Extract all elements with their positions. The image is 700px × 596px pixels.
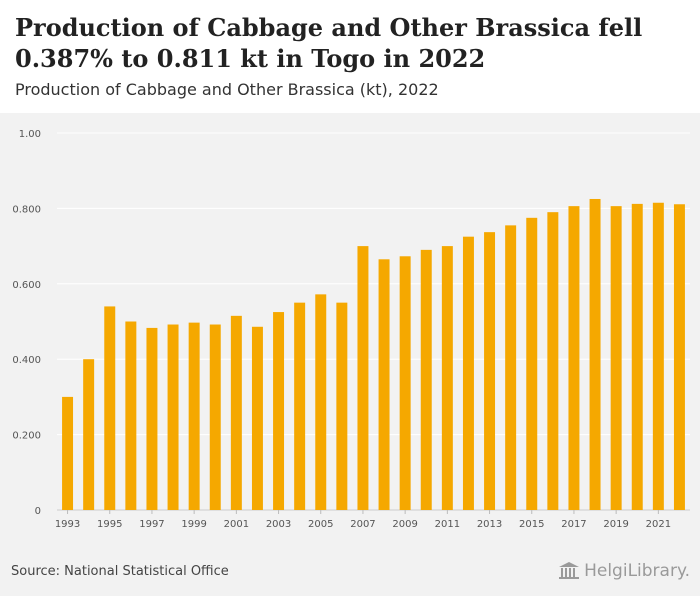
x-tick-label: 2019 (603, 519, 628, 530)
source-note: Source: National Statistical Office (11, 564, 229, 579)
x-tick-label: 2001 (224, 519, 249, 530)
bar-2004[interactable] (294, 302, 306, 510)
bar-2008[interactable] (378, 259, 390, 510)
bar-2002[interactable] (251, 326, 263, 510)
bar-1998[interactable] (167, 324, 179, 510)
y-tick-label: 0.600 (12, 280, 41, 291)
bar-2021[interactable] (652, 202, 664, 510)
bar-2012[interactable] (462, 236, 474, 511)
x-tick-label: 2017 (561, 519, 586, 530)
y-tick-label: 1.00 (19, 129, 41, 140)
bar-1995[interactable] (104, 306, 116, 510)
y-tick-label: 0 (35, 506, 41, 517)
bar-2007[interactable] (357, 246, 369, 510)
y-axis-ticks: 0 0.200 0.400 0.600 0.800 1.00 (12, 129, 41, 517)
bar-2017[interactable] (568, 206, 580, 510)
bar-2003[interactable] (273, 312, 285, 510)
bars (62, 198, 685, 511)
helgi-library-logo[interactable]: HelgiLibrary. (558, 561, 690, 581)
bar-2001[interactable] (230, 315, 242, 510)
chart-area: 0 0.200 0.400 0.600 0.800 1.00 1993 1995 1997 19… (0, 113, 700, 555)
chart-title: Production of Cabbage and Other Brassica… (15, 13, 643, 73)
x-tick-label: 2015 (519, 519, 544, 530)
bar-1993[interactable] (62, 396, 74, 510)
x-tick-label: 2009 (392, 519, 417, 530)
bar-2011[interactable] (441, 246, 453, 510)
x-tick-label: 2013 (477, 519, 502, 530)
y-tick-label: 0.200 (12, 431, 41, 442)
bar-2016[interactable] (547, 212, 559, 511)
bar-1996[interactable] (125, 321, 137, 511)
x-tick-label: 2011 (435, 519, 460, 530)
x-tick-label: 2007 (350, 519, 375, 530)
bar-2005[interactable] (315, 294, 327, 510)
bar-2010[interactable] (420, 249, 432, 510)
bar-1997[interactable] (146, 327, 158, 510)
x-tick-label: 2005 (308, 519, 333, 530)
chart-subtitle: Production of Cabbage and Other Brassica… (15, 80, 439, 99)
bar-2018[interactable] (589, 198, 601, 510)
footer: Source: National Statistical Office Helg… (0, 555, 700, 596)
bar-2009[interactable] (399, 256, 411, 510)
x-tick-label: 2021 (646, 519, 671, 530)
bar-1999[interactable] (188, 322, 200, 510)
bar-2013[interactable] (484, 232, 496, 510)
y-tick-label: 0.400 (12, 355, 41, 366)
x-tick-label: 1999 (181, 519, 206, 530)
bar-2000[interactable] (209, 324, 221, 510)
x-tick-label: 1995 (97, 519, 122, 530)
bar-2006[interactable] (336, 302, 348, 510)
bar-2022[interactable] (673, 204, 685, 510)
library-columns-icon (559, 562, 580, 579)
bar-1994[interactable] (83, 359, 95, 510)
x-tick-label: 1993 (55, 519, 80, 530)
bar-2015[interactable] (526, 217, 538, 510)
bar-2019[interactable] (610, 206, 622, 510)
header: Production of Cabbage and Other Brassica… (0, 0, 700, 113)
x-tick-label: 2003 (266, 519, 291, 530)
logo-text: HelgiLibrary. (584, 561, 690, 581)
bar-2014[interactable] (505, 225, 517, 510)
x-tick-label: 1997 (139, 519, 164, 530)
bar-2020[interactable] (631, 203, 643, 510)
grid-lines (57, 132, 690, 511)
x-axis-ticks: 1993 1995 1997 1999 2001 2003 2005 2007 2009 2011… (55, 510, 671, 530)
y-tick-label: 0.800 (12, 204, 41, 215)
